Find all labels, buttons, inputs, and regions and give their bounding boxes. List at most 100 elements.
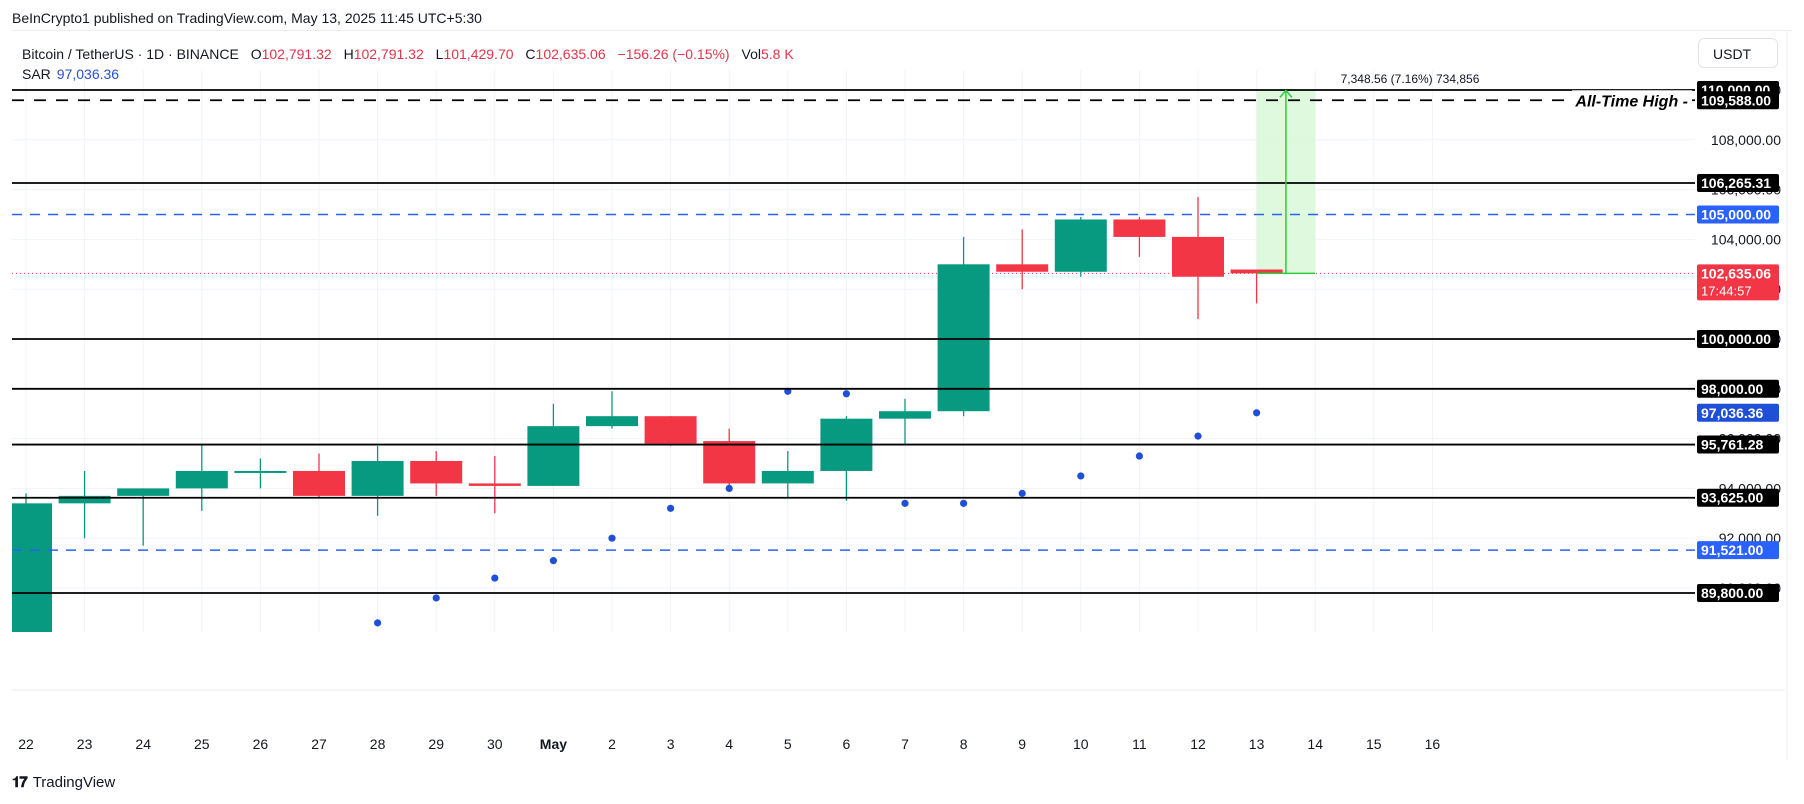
candle-body[interactable]	[0, 503, 52, 650]
tradingview-brand: TradingView	[32, 774, 116, 791]
all-time-high-label: All-Time High -	[1574, 93, 1688, 110]
price-axis-tag	[1697, 379, 1779, 398]
sar-dot	[1253, 409, 1261, 417]
sar-dot	[725, 484, 733, 492]
x-axis-tick: 28	[370, 736, 386, 752]
x-axis-tick: 11	[1132, 736, 1147, 752]
x-axis-tick: 5	[784, 736, 792, 752]
x-axis-tick: 27	[311, 736, 327, 752]
candle-body[interactable]	[527, 426, 580, 486]
sar-dot	[901, 499, 909, 507]
candles-group	[0, 197, 1283, 650]
x-axis-tick: 22	[18, 736, 34, 752]
x-axis-tick: 2	[608, 736, 616, 752]
symbol-title[interactable]: Bitcoin / TetherUS · 1D · BINANCE	[22, 46, 239, 62]
sar-dot	[960, 499, 968, 507]
candle-body[interactable]	[410, 461, 463, 484]
candle-body[interactable]	[586, 416, 638, 427]
sar-dot	[374, 619, 382, 627]
x-axis-tick: 4	[725, 736, 733, 752]
sar-dot	[491, 574, 499, 582]
published-note: BeInCrypto1 published on TradingView.com…	[12, 10, 482, 26]
candle-body[interactable]	[468, 483, 521, 486]
price-axis-tag	[1697, 403, 1779, 422]
close-value: 102,635.06	[535, 46, 606, 62]
x-axis-tick: 6	[843, 736, 851, 752]
last-price-label: 102,635.06	[1701, 265, 1771, 281]
change-value: −156.26 (−0.15%)	[617, 46, 730, 62]
candle-body[interactable]	[996, 264, 1049, 272]
candle-body[interactable]	[234, 470, 287, 473]
chart-frame	[12, 30, 1792, 761]
price-axis-tag-label: 98,000.00	[1701, 381, 1763, 397]
x-axis-tick: 7	[901, 736, 909, 752]
x-axis-tick: 24	[135, 736, 151, 752]
candle-body[interactable]	[761, 470, 814, 484]
x-axis-tick: 12	[1190, 736, 1206, 752]
volume-label: Vol	[741, 46, 761, 62]
candle-body[interactable]	[117, 488, 170, 496]
x-axis-tick: 3	[667, 736, 675, 752]
candle-body[interactable]	[1054, 219, 1107, 272]
high-value: 102,791.32	[353, 46, 424, 62]
tradingview-logo[interactable]: 𝟏𝟕 TradingView	[12, 774, 115, 791]
x-axis-tick: 10	[1073, 736, 1089, 752]
candle-body[interactable]	[293, 470, 345, 496]
price-axis-tag-label: 95,761.28	[1701, 437, 1763, 453]
candle-body[interactable]	[1230, 269, 1283, 274]
sar-label[interactable]: SAR	[22, 66, 51, 82]
high-label: H	[343, 46, 354, 62]
sar-dot	[432, 594, 440, 602]
candle-body[interactable]	[644, 416, 697, 444]
x-axis-tick: May	[540, 736, 567, 752]
sar-dot	[1194, 432, 1202, 440]
candle-body[interactable]	[879, 411, 931, 419]
price-axis-tag	[1697, 330, 1779, 348]
price-axis-tag	[1697, 435, 1779, 454]
price-axis-tag-label: 93,625.00	[1701, 490, 1763, 506]
bar-countdown: 17:44:57	[1701, 283, 1752, 298]
sar-dot	[549, 557, 558, 565]
sar-dot	[608, 534, 616, 542]
price-axis-tag	[1697, 205, 1779, 224]
close-label: C	[525, 46, 536, 62]
x-axis-tick: 14	[1307, 736, 1323, 752]
price-axis-tag-label: 97,036.36	[1701, 405, 1763, 421]
x-axis-tick: 26	[253, 736, 269, 752]
low-value: 101,429.70	[443, 46, 514, 62]
price-axis-tag	[1697, 173, 1779, 192]
x-axis-tick: 8	[960, 736, 968, 752]
candle-body[interactable]	[351, 461, 404, 496]
open-label: O	[250, 46, 262, 62]
x-axis-tick: 25	[194, 736, 210, 752]
price-axis-tag	[1697, 91, 1779, 110]
candle-body[interactable]	[175, 470, 228, 489]
price-axis-tag-label: 109,588.00	[1701, 92, 1771, 108]
sar-value: 97,036.36	[56, 66, 120, 82]
price-axis-tag-label: 100,000.00	[1701, 331, 1771, 347]
currency-button[interactable]: USDT	[1698, 38, 1778, 68]
candle-body[interactable]	[1113, 219, 1166, 237]
x-axis-tick: 15	[1366, 736, 1382, 752]
x-axis-tick: 9	[1018, 736, 1026, 752]
last-price-tag	[1697, 264, 1779, 301]
x-axis-tick: 16	[1425, 736, 1441, 752]
x-axis-tick: 13	[1249, 736, 1265, 752]
candle-body[interactable]	[937, 264, 990, 412]
candle-body[interactable]	[1172, 236, 1224, 277]
symbol-legend: Bitcoin / TetherUS · 1D · BINANCE O 102,7…	[22, 44, 794, 84]
sar-dot	[1077, 472, 1085, 480]
price-axis-tag	[1697, 488, 1779, 507]
price-axis-tag-label: 89,800.00	[1701, 585, 1763, 601]
x-axis-tick: 29	[428, 736, 444, 752]
price-axis-tag-label: 106,265.31	[1701, 175, 1771, 191]
sar-dot	[667, 504, 675, 512]
tradingview-icon: 𝟏𝟕	[12, 774, 28, 791]
low-label: L	[435, 46, 444, 62]
price-axis-tag-label: 105,000.00	[1701, 207, 1771, 223]
price-axis-tag-label: 91,521.00	[1701, 542, 1763, 558]
candle-body[interactable]	[58, 495, 111, 504]
y-axis-tick: 104,000.00	[1711, 231, 1781, 247]
candle-body[interactable]	[703, 441, 756, 484]
